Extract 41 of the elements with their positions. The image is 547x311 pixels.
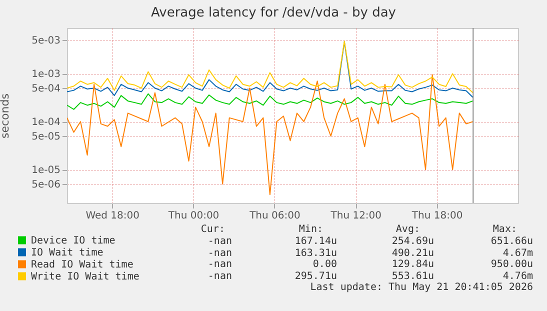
- text: Last update: Thu May 21 20:41:05 2026: [310, 282, 533, 293]
- text: -nan: [208, 259, 232, 270]
- text: Max:: [492, 224, 517, 235]
- y-tick-label: 5e-06: [32, 179, 60, 190]
- text: Avg:: [396, 224, 420, 235]
- legend-label: Write IO Wait time: [31, 271, 140, 282]
- y-tick-label: 5e-05: [32, 132, 60, 143]
- text: 254.69u: [392, 236, 434, 247]
- legend-label: Read IO Wait time: [31, 259, 134, 270]
- text: 4.67m: [502, 248, 533, 258]
- text: -nan: [208, 270, 232, 282]
- x-tick-label: Thu 06:00: [248, 210, 300, 222]
- text: -nan: [208, 248, 232, 258]
- y-axis-title: seconds: [0, 93, 12, 138]
- legend-label: Device IO time: [31, 235, 116, 246]
- text: 490.21u: [392, 248, 434, 258]
- y-tick-label: 5e-04: [32, 84, 60, 95]
- y-tick-label: 5e-03: [32, 36, 60, 47]
- text: 129.84u: [392, 259, 434, 270]
- x-tick-label: Thu 18:00: [410, 210, 463, 222]
- chart-title: Average latency for /dev/vda - by day: [151, 6, 396, 20]
- text: 295.71u: [294, 270, 337, 282]
- x-tick-label: Thu 00:00: [167, 210, 220, 222]
- line-series: [67, 93, 474, 110]
- text: 651.66u: [490, 236, 533, 247]
- text: -nan: [208, 236, 232, 247]
- text: 553.61u: [392, 270, 434, 282]
- text: 0.00: [312, 259, 337, 270]
- y-tick-label: 1e-05: [32, 165, 60, 176]
- text: 950.00u: [490, 259, 533, 270]
- text: 163.31u: [294, 248, 337, 258]
- y-tick-label: 1e-03: [32, 69, 60, 80]
- text: Min:: [298, 224, 323, 235]
- text: 167.14u: [294, 236, 337, 247]
- legend-label: IO Wait time: [31, 247, 104, 258]
- text: Cur:: [200, 224, 225, 235]
- y-tick-label: 1e-04: [32, 117, 60, 128]
- line-series: [67, 74, 474, 196]
- text: 4.76m: [502, 270, 533, 282]
- x-tick-label: Thu 12:00: [330, 210, 382, 222]
- x-tick-label: Wed 18:00: [86, 210, 140, 222]
